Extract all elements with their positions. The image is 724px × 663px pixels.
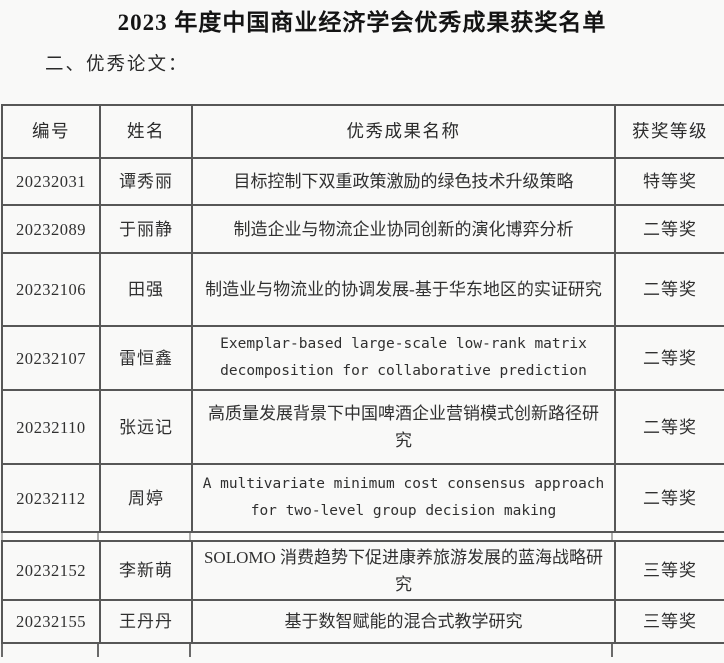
table-line-stub bbox=[97, 533, 99, 540]
cell-work: SOLOMO 消费趋势下促进康养旅游发展的蓝海战略研究 bbox=[193, 542, 616, 599]
page-title: 2023 年度中国商业经济学会优秀成果获奖名单 bbox=[117, 10, 607, 35]
awards-table: 编号 姓名 优秀成果名称 获奖等级 20232031 谭秀丽 目标控制下双重政策… bbox=[1, 104, 724, 657]
table-row: 20232152 李新萌 SOLOMO 消费趋势下促进康养旅游发展的蓝海战略研究… bbox=[1, 540, 724, 599]
cell-work: 制造业与物流业的协调发展-基于华东地区的实证研究 bbox=[193, 254, 616, 325]
table-line-stub bbox=[1, 644, 3, 657]
table-row: 20232155 王丹丹 基于数智赋能的混合式教学研究 三等奖 bbox=[1, 599, 724, 642]
table-row: 20232089 于丽静 制造企业与物流企业协同创新的演化博弈分析 二等奖 bbox=[1, 204, 724, 252]
cell-id: 20232031 bbox=[3, 159, 101, 204]
cell-id: 20232155 bbox=[3, 601, 101, 642]
cell-id: 20232089 bbox=[3, 206, 101, 252]
table-line-stub bbox=[611, 533, 613, 540]
cell-name: 谭秀丽 bbox=[101, 159, 193, 204]
table-row: 20232031 谭秀丽 目标控制下双重政策激励的绿色技术升级策略 特等奖 bbox=[1, 157, 724, 204]
header-work: 优秀成果名称 bbox=[193, 106, 616, 157]
cell-name: 雷恒鑫 bbox=[101, 327, 193, 389]
table-row: 20232112 周婷 A multivariate minimum cost … bbox=[1, 463, 724, 531]
header-award: 获奖等级 bbox=[632, 121, 708, 141]
page-break-gap bbox=[1, 531, 724, 540]
cell-id: 20232152 bbox=[3, 542, 101, 599]
table-bottom-stubs bbox=[1, 644, 724, 657]
cell-work: Exemplar-based large-scale low-rank matr… bbox=[193, 327, 616, 389]
cell-name: 周婷 bbox=[101, 465, 193, 531]
cell-id: 20232106 bbox=[3, 254, 101, 325]
cell-award: 特等奖 bbox=[643, 172, 697, 191]
cell-work: 目标控制下双重政策激励的绿色技术升级策略 bbox=[193, 159, 616, 204]
section-label: 二、优秀论文： bbox=[45, 55, 189, 75]
table-bottom-border bbox=[1, 642, 724, 644]
table-row: 20232110 张远记 高质量发展背景下中国啤酒企业营销模式创新路径研究 二等… bbox=[1, 389, 724, 463]
cell-id: 20232110 bbox=[3, 391, 101, 463]
cell-name: 张远记 bbox=[101, 391, 193, 463]
cell-award: 三等奖 bbox=[643, 612, 697, 631]
cell-work: 制造企业与物流企业协同创新的演化博弈分析 bbox=[193, 206, 616, 252]
cell-work: A multivariate minimum cost consensus ap… bbox=[193, 465, 616, 531]
header-name: 姓名 bbox=[101, 106, 193, 157]
cell-name: 田强 bbox=[101, 254, 193, 325]
cell-award: 二等奖 bbox=[643, 280, 697, 299]
cell-name: 王丹丹 bbox=[101, 601, 193, 642]
table-row: 20232107 雷恒鑫 Exemplar-based large-scale … bbox=[1, 325, 724, 389]
cell-work: 基于数智赋能的混合式教学研究 bbox=[193, 601, 616, 642]
table-line-stub bbox=[189, 533, 191, 540]
cell-id: 20232112 bbox=[3, 465, 101, 531]
cell-award: 二等奖 bbox=[643, 348, 697, 368]
table-line-stub bbox=[1, 533, 3, 540]
cell-award: 二等奖 bbox=[643, 488, 697, 508]
header-id: 编号 bbox=[3, 106, 101, 157]
table-line-stub bbox=[189, 644, 191, 657]
cell-id: 20232107 bbox=[3, 327, 101, 389]
table-line-stub bbox=[611, 644, 613, 657]
table-row: 20232106 田强 制造业与物流业的协调发展-基于华东地区的实证研究 二等奖 bbox=[1, 252, 724, 325]
table-header-row: 编号 姓名 优秀成果名称 获奖等级 bbox=[1, 104, 724, 157]
cell-name: 于丽静 bbox=[101, 206, 193, 252]
cell-award: 二等奖 bbox=[643, 417, 697, 437]
cell-award: 三等奖 bbox=[643, 561, 697, 580]
cell-award: 二等奖 bbox=[643, 219, 697, 239]
cell-name: 李新萌 bbox=[101, 542, 193, 599]
table-line-stub bbox=[97, 644, 99, 657]
cell-work: 高质量发展背景下中国啤酒企业营销模式创新路径研究 bbox=[193, 391, 616, 463]
